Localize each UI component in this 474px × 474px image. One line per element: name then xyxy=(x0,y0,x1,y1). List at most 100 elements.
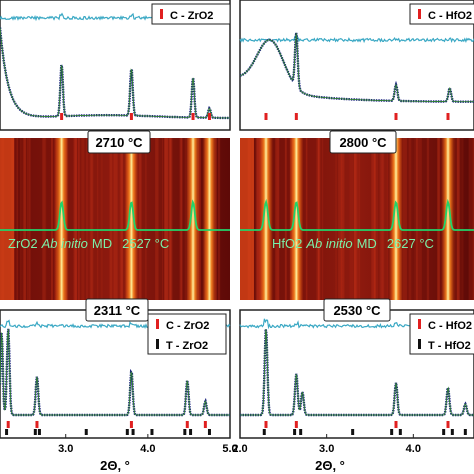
background-streak xyxy=(166,138,168,300)
md-simulated-pattern xyxy=(240,198,474,231)
background-streak xyxy=(386,138,389,300)
background-streak xyxy=(380,138,385,300)
x-tick-label: 3.0 xyxy=(319,443,334,455)
background-streak xyxy=(162,138,164,300)
tetragonal-reflection-tick xyxy=(5,429,9,435)
background-streak xyxy=(217,138,221,300)
legend-label-tetragonal: T - HfO2 xyxy=(428,340,471,352)
background-streak xyxy=(402,138,406,300)
x-axis-label: 2Θ, ° xyxy=(315,458,345,473)
fit-curve xyxy=(0,27,230,119)
x-tick-label: 5.0 xyxy=(222,443,237,455)
background-streak xyxy=(371,138,375,300)
md-method: Ab initio xyxy=(305,236,352,251)
background-streak xyxy=(164,138,168,300)
md-method: Ab initio xyxy=(41,236,88,251)
background-streak xyxy=(358,138,361,300)
background-streak xyxy=(354,138,357,300)
low-angle-glow xyxy=(0,138,14,300)
background-streak xyxy=(73,138,77,300)
fit-curve xyxy=(240,329,474,416)
background-streak xyxy=(418,138,422,300)
background-streak xyxy=(437,138,441,300)
tetragonal-reflection-tick xyxy=(450,429,454,435)
md-label: ZrO2 Ab initio MD 2527 °C xyxy=(8,236,169,251)
background-streak xyxy=(416,138,418,300)
tetragonal-legend-marker xyxy=(156,339,159,349)
tetragonal-reflection-tick xyxy=(262,429,266,435)
cubic-reflection-tick xyxy=(207,113,211,120)
cubic-reflection-tick xyxy=(294,421,298,428)
diffraction-line xyxy=(441,138,455,300)
background-streak xyxy=(109,138,113,300)
md-suffix: MD xyxy=(357,236,377,251)
background-streak xyxy=(164,138,168,300)
cubic-reflection-tick xyxy=(294,113,298,120)
cubic-legend-marker xyxy=(418,9,421,19)
background-streak xyxy=(28,138,31,300)
temperature-label: 2311 °C xyxy=(94,303,141,318)
background-streak xyxy=(472,138,474,300)
background-streak xyxy=(353,138,356,300)
background-streak xyxy=(354,138,357,300)
background-streak xyxy=(16,138,18,300)
tetragonal-reflection-tick xyxy=(207,429,211,435)
background-streak xyxy=(382,138,384,300)
background-streak xyxy=(119,138,122,300)
background-streak xyxy=(373,138,376,300)
temperature-label: 2800 °C xyxy=(339,135,387,150)
temperature-label: 2530 °C xyxy=(333,303,381,318)
background-streak xyxy=(414,138,418,300)
background-streak xyxy=(472,138,474,300)
background-streak xyxy=(405,138,408,300)
cubic-reflection-tick xyxy=(6,421,10,428)
background-streak xyxy=(305,138,308,300)
background-streak xyxy=(180,138,183,300)
panel-hfo2-heatmap: 2800 °C HfO2 Ab initio MD 2627 °C xyxy=(240,130,474,300)
background-streak xyxy=(379,138,383,300)
tetragonal-reflection-tick xyxy=(293,429,297,435)
legend-label-cubic: C - ZrO2 xyxy=(170,10,213,22)
background-streak xyxy=(164,138,166,300)
background-streak xyxy=(184,138,186,300)
background-streak xyxy=(437,138,440,300)
md-material: HfO2 xyxy=(272,236,302,251)
background-streak xyxy=(78,138,81,300)
legend-label-cubic: C - ZrO2 xyxy=(166,320,209,332)
background-streak xyxy=(456,138,461,300)
tetragonal-reflection-tick xyxy=(37,429,41,435)
x-tick-label: 2.0 xyxy=(232,443,247,455)
diffraction-line xyxy=(202,138,217,300)
tetragonal-reflection-tick xyxy=(398,429,402,435)
panel-hfo2-cool-xrd: 2.0 3.0 4.0 2530 °C C - HfO2 T - HfO2 2Θ, … xyxy=(232,298,474,473)
cubic-reflection-tick xyxy=(129,421,133,428)
background-streak xyxy=(85,138,89,300)
background-streak xyxy=(96,138,99,300)
background-streak xyxy=(335,138,337,300)
cubic-reflection-tick xyxy=(264,421,268,428)
tetragonal-reflection-tick xyxy=(463,429,467,435)
fit-curve xyxy=(0,328,230,416)
background-streak xyxy=(51,138,53,300)
x-tick-label: 3.0 xyxy=(58,443,73,455)
diffraction-line xyxy=(186,138,201,300)
tetragonal-reflection-tick xyxy=(442,429,446,435)
background-streak xyxy=(41,138,46,300)
background-streak xyxy=(457,138,461,300)
background-streak xyxy=(426,138,430,300)
background-streak xyxy=(138,138,142,300)
background-streak xyxy=(114,138,118,300)
diffraction-line xyxy=(259,138,273,300)
background-streak xyxy=(89,138,94,300)
tetragonal-reflection-tick xyxy=(189,429,193,435)
fit-curve xyxy=(239,32,474,103)
panel-zro2-heatmap: 2710 °C ZrO2 Ab initio MD 2527 °C xyxy=(0,130,230,300)
tetragonal-reflection-tick xyxy=(351,429,355,435)
background-streak xyxy=(340,138,344,300)
background-streak xyxy=(137,138,142,300)
panel-zro2-hot-xrd: C - ZrO2 xyxy=(0,0,231,131)
background-streak xyxy=(78,138,80,300)
tetragonal-reflection-tick xyxy=(125,429,129,435)
background-streak xyxy=(275,138,279,300)
